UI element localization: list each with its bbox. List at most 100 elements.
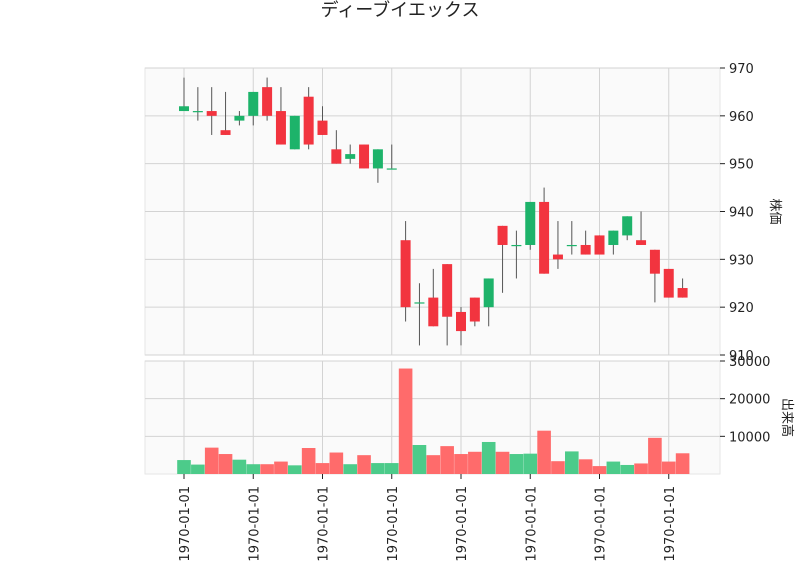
x-tick-label: 1970-01-01 [317,486,332,562]
candle-body [594,235,605,255]
candle-body [234,115,245,121]
volume-bar [634,463,648,474]
x-tick-label: 1970-01-01 [524,486,539,562]
volume-bar [371,463,385,474]
volume-bar [537,430,551,474]
candle-body [622,216,633,236]
volume-bar [301,448,316,474]
candle-body [289,115,300,150]
candle-body [497,225,508,245]
candle-body [331,149,342,164]
volume-bar [357,455,371,474]
candle-body [303,96,314,145]
candle-body [345,154,356,159]
volume-bar [578,459,593,474]
candle-body [552,254,563,260]
candle-body [179,106,189,112]
candle-body [359,144,370,169]
price-tick-label: 930 [729,253,754,268]
volume-bar [481,441,496,474]
volume-bar [468,451,482,474]
price-tick-label: 920 [729,301,754,316]
volume-bar [648,437,662,474]
volume-tick-label: 10000 [729,430,770,445]
volume-bar [204,447,219,474]
candle-body [206,111,217,116]
candle-body [525,201,536,245]
x-axis: 1970-01-01 1970-01-01 1970-01-01 1970-01-01… [178,474,678,562]
candle-body [248,91,259,116]
candle-body [469,297,480,322]
volume-bar [288,465,302,474]
volume-bar [274,461,288,474]
volume-bar [565,451,579,474]
candle-body [262,87,273,116]
volume-bar [426,455,441,474]
price-tick-label: 960 [729,110,754,125]
volume-tick-label: 30000 [729,355,770,370]
candle-body [539,201,550,274]
volume-panel: 10000 20000 30000 出来高 [144,355,795,475]
volume-bar [509,454,524,474]
candle-body [192,111,203,113]
price-tick-label: 940 [729,206,754,221]
volume-tick-label: 20000 [729,393,770,408]
volume-bar [454,454,468,474]
candle-body [317,120,328,135]
volume-bar [177,460,191,474]
chart-title: ディーブイエックス [321,0,480,21]
candle-body [456,311,466,332]
volume-bar [440,446,454,474]
candle-body [677,288,688,298]
volume-bar [551,461,565,474]
candle-body [275,111,286,145]
volume-bar [592,466,607,474]
candle-body [511,244,522,247]
x-tick-label: 1970-01-01 [594,486,609,562]
volume-bar [246,464,261,474]
x-tick-label: 1970-01-01 [663,486,678,562]
volume-bar [329,452,344,474]
candle-body [372,149,383,169]
price-panel: 910 920 930 940 950 960 970 株価 [144,62,782,364]
x-tick-label: 1970-01-01 [247,486,262,562]
candle-body [608,230,619,245]
candle-body [442,264,453,317]
volume-bar [661,461,676,474]
x-tick-label: 1970-01-01 [178,486,193,562]
volume-bar [412,444,427,474]
volume-bar [495,451,510,474]
volume-bar [343,464,357,474]
volume-y-axis: 10000 20000 30000 [720,355,770,445]
price-y-axis-label: 株価 [767,198,782,224]
volume-bar [218,454,233,474]
candle-body [566,244,577,247]
volume-bar [606,461,621,474]
volume-bar [232,459,247,474]
price-candles [179,77,688,346]
candle-body [414,302,425,304]
price-y-axis: 910 920 930 940 950 960 970 [720,62,754,364]
volume-bar [523,453,538,474]
price-tick-label: 950 [729,158,754,173]
volume-bars [177,368,690,474]
volume-grid [145,360,720,474]
volume-bar [620,464,634,474]
candle-body [580,244,591,255]
x-tick-label: 1970-01-01 [455,486,470,562]
volume-y-axis-label: 出来高 [779,398,795,437]
volume-bar [315,463,330,474]
volume-bar [675,453,690,474]
candle-body [483,278,494,308]
candle-body [386,168,397,170]
price-tick-label: 910 [729,349,754,364]
volume-bar [398,368,413,474]
candle-body [663,268,674,298]
volume-bar [260,464,274,474]
volume-bar [191,464,205,474]
candle-body [649,249,660,274]
candle-body [220,130,231,135]
candle-body [400,240,411,308]
